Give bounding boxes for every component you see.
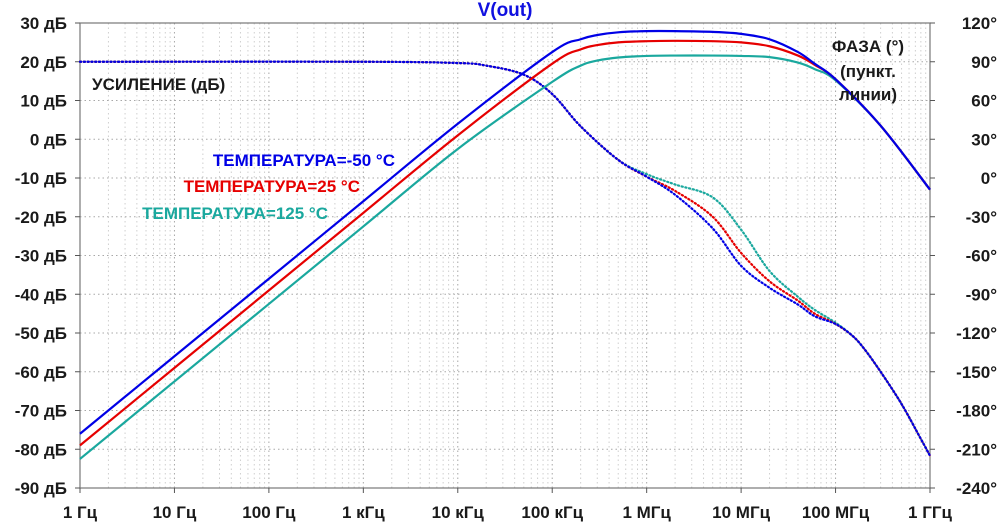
legend: ТЕМПЕРАТУРА=-50 °C ТЕМПЕРАТУРА=25 °C ТЕМПЕ…	[142, 151, 395, 223]
right-tick-label: -90°	[966, 285, 998, 304]
gain-curves	[79, 29, 931, 460]
gain-curve	[79, 54, 931, 460]
right-tick-label: 30°	[971, 130, 997, 149]
left-tick-label: -10 дБ	[15, 169, 67, 188]
left-tick-label: 30 дБ	[20, 14, 67, 33]
right-tick-label: -180°	[956, 402, 997, 421]
left-tick-label: -60 дБ	[15, 363, 67, 382]
right-tick-label: -60°	[966, 247, 998, 266]
left-tick-label: 20 дБ	[20, 53, 67, 72]
legend-entry: ТЕМПЕРАТУРА=125 °C	[142, 204, 328, 223]
phase-annotation-line-3: линии)	[839, 85, 897, 104]
x-tick-label: 10 МГц	[712, 503, 770, 522]
x-tick-label: 10 Гц	[153, 503, 197, 522]
right-tick-label: -210°	[956, 440, 997, 459]
x-axis-ticks: 1 Гц 10 Гц 100 Гц 1 кГц 10 кГц 100 кГц 1 МГц 10…	[63, 488, 952, 522]
grid	[80, 23, 930, 488]
left-tick-label: 10 дБ	[20, 92, 67, 111]
right-tick-label: -150°	[956, 363, 997, 382]
x-tick-label: 1 ГГц	[908, 503, 952, 522]
left-tick-label: -90 дБ	[15, 479, 67, 498]
x-tick-label: 1 Гц	[63, 503, 98, 522]
right-tick-label: 90°	[971, 53, 997, 72]
phase-annotation: ФАЗА (°) (пункт. линии)	[832, 37, 904, 104]
left-tick-label: -30 дБ	[15, 247, 67, 266]
phase-annotation-line-1: ФАЗА (°)	[832, 37, 904, 56]
x-tick-label: 100 Гц	[242, 503, 296, 522]
left-tick-label: -70 дБ	[15, 402, 67, 421]
legend-entry: ТЕМПЕРАТУРА=-50 °C	[213, 151, 395, 170]
left-tick-label: -50 дБ	[15, 324, 67, 343]
gain-curve	[79, 29, 931, 435]
phase-curves	[78, 60, 932, 457]
x-tick-label: 10 кГц	[432, 503, 485, 522]
chart-title: V(out)	[478, 0, 533, 21]
right-tick-label: -240°	[956, 479, 997, 498]
right-tick-label: 60°	[971, 92, 997, 111]
right-tick-label: -30°	[966, 208, 998, 227]
right-tick-label: -120°	[956, 324, 997, 343]
right-axis-ticks: 120° 90° 60° 30° 0° -30° -60° -90° -120° -150° -18…	[930, 14, 997, 498]
left-tick-label: -40 дБ	[15, 285, 67, 304]
right-tick-label: 120°	[962, 14, 997, 33]
phase-curve	[78, 60, 932, 457]
right-tick-label: 0°	[981, 169, 997, 188]
phase-annotation-line-2: (пункт.	[840, 62, 896, 81]
left-tick-label: -20 дБ	[15, 208, 67, 227]
left-tick-label: 0 дБ	[30, 130, 67, 149]
x-tick-label: 1 кГц	[342, 503, 385, 522]
x-tick-label: 1 МГц	[622, 503, 671, 522]
legend-entry: ТЕМПЕРАТУРА=25 °C	[184, 177, 360, 196]
left-tick-label: -80 дБ	[15, 440, 67, 459]
x-tick-label: 100 МГц	[802, 503, 870, 522]
x-tick-label: 100 кГц	[521, 503, 583, 522]
left-axis-ticks: 30 дБ 20 дБ 10 дБ 0 дБ -10 дБ -20 дБ -30 дБ -40…	[15, 14, 80, 498]
gain-annotation: УСИЛЕНИЕ (дБ)	[92, 75, 225, 94]
